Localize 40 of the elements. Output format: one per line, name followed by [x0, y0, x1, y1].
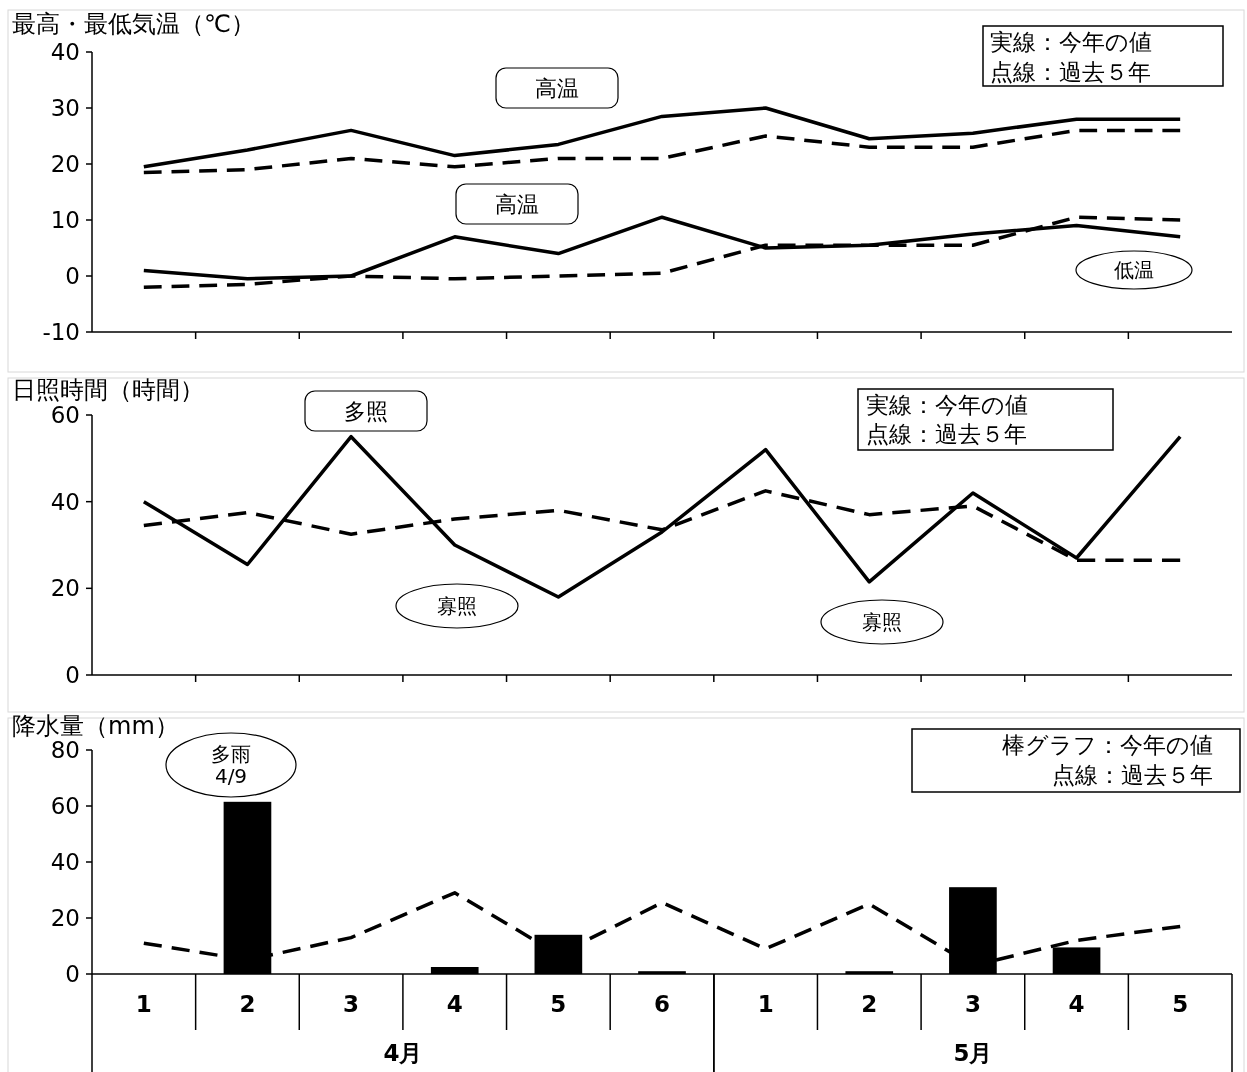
line-series — [142, 128, 1182, 175]
y-tick-label: 30 — [50, 95, 80, 121]
x-tick-label: 2 — [239, 991, 256, 1017]
line-series — [142, 106, 1182, 169]
y-tick-label: 20 — [50, 905, 80, 931]
chart-title: 最高・最低気温（℃） — [12, 10, 255, 38]
x-tick-label: 4 — [1068, 991, 1085, 1017]
y-tick-label: 60 — [50, 402, 80, 428]
annotation: 多雨 4/9 — [211, 742, 251, 788]
annotation: 低温 — [1114, 258, 1154, 282]
x-tick-label: 6 — [653, 991, 671, 1017]
y-tick-label: -10 — [42, 319, 80, 345]
y-tick-label: 20 — [50, 151, 80, 177]
y-tick-label: 0 — [65, 961, 80, 987]
annotation: 寡照 — [437, 594, 477, 618]
annotation: 寡照 — [862, 610, 902, 634]
x-tick-label: 3 — [964, 991, 981, 1017]
x-tick-label: 1 — [135, 991, 152, 1017]
y-tick-label: 20 — [50, 575, 80, 602]
x-tick-label: 1 — [757, 991, 774, 1017]
annotation: 棒グラフ：今年の値 — [1002, 732, 1213, 758]
y-tick-label: 0 — [65, 662, 80, 688]
x-tick-label: 2 — [861, 991, 878, 1017]
annotation: 実線：今年の値 — [866, 392, 1028, 418]
y-tick-label: 40 — [50, 39, 80, 65]
y-tick-label: 40 — [50, 849, 80, 875]
annotation: 実線：今年の値 — [990, 29, 1152, 55]
y-tick-label: 40 — [50, 488, 80, 515]
y-tick-label: 10 — [50, 207, 80, 233]
annotation: 高温 — [495, 191, 539, 217]
x-tick-label: 4 — [446, 991, 463, 1017]
y-tick-label: 80 — [50, 737, 80, 763]
annotation: 高温 — [535, 75, 579, 101]
x-tick-label: 5 — [1172, 991, 1189, 1017]
chart-title: 日照時間（時間） — [12, 376, 204, 404]
x-tick-label: 3 — [343, 991, 360, 1017]
annotation: 多照 — [344, 398, 388, 424]
y-tick-label: 60 — [50, 793, 80, 819]
x-tick-label: 5 — [550, 991, 567, 1017]
y-tick-label: 0 — [65, 263, 80, 289]
